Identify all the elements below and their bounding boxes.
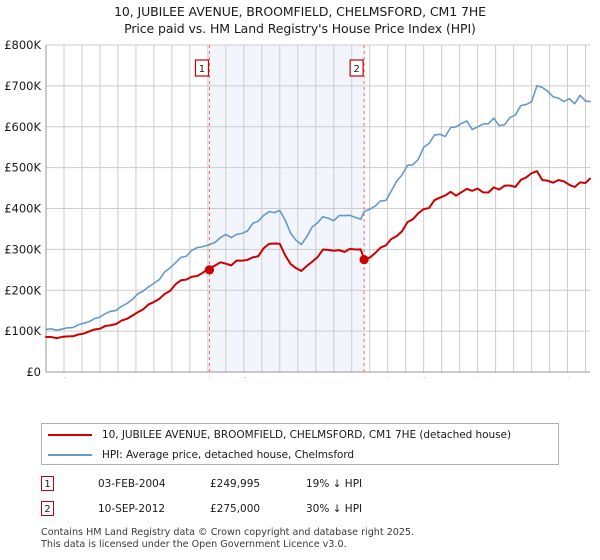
y-axis-tick-label: £700K bbox=[4, 79, 41, 93]
chart-legend: 10, JUBILEE AVENUE, BROOMFIELD, CHELMSFO… bbox=[41, 423, 559, 465]
hpi-average-line bbox=[45, 84, 591, 331]
property-price-line bbox=[45, 170, 591, 340]
y-axis-tick-label: £800K bbox=[4, 38, 41, 52]
transaction-marker-dot bbox=[204, 265, 215, 275]
x-axis-tick-label: 2023 bbox=[543, 377, 557, 378]
x-axis-tick-label: 2010 bbox=[309, 377, 323, 378]
x-axis-tick-label: 2022 bbox=[525, 377, 539, 378]
x-axis-tick-label: 1998 bbox=[93, 377, 107, 378]
table-row: 1 03-FEB-2004 £249,995 19% ↓ HPI bbox=[41, 471, 561, 496]
x-axis-tick-label: 2006 bbox=[237, 377, 251, 378]
transaction-marker-number: 1 bbox=[199, 64, 205, 75]
footer-attribution: Contains HM Land Registry data © Crown c… bbox=[41, 527, 581, 550]
x-axis-tick-label: 2015 bbox=[399, 377, 413, 378]
title-line-1: 10, JUBILEE AVENUE, BROOMFIELD, CHELMSFO… bbox=[114, 4, 486, 19]
x-axis-tick-label: 2011 bbox=[327, 377, 341, 378]
data-series-layer bbox=[45, 84, 591, 340]
transaction-date-2: 10-SEP-2012 bbox=[98, 502, 166, 515]
y-axis-tick-label: £500K bbox=[4, 161, 41, 175]
y-axis-tick-label: £400K bbox=[4, 202, 41, 216]
footer-line-1: Contains HM Land Registry data © Crown c… bbox=[41, 527, 415, 538]
transaction-marker-box bbox=[349, 59, 364, 77]
x-axis-tick-label: 2016 bbox=[417, 377, 431, 378]
y-axis-tick-label: £100K bbox=[4, 324, 41, 338]
x-axis-tick-label: 2009 bbox=[291, 377, 305, 378]
legend-item-hpi: HPI: Average price, detached house, Chel… bbox=[42, 445, 558, 465]
x-axis-tick-label: 1997 bbox=[75, 377, 89, 378]
x-axis-tick-label: 2008 bbox=[273, 377, 287, 378]
y-axis-tick-label: £300K bbox=[4, 242, 41, 256]
x-axis-tick-label: 2002 bbox=[165, 377, 179, 378]
transaction-marker-box bbox=[194, 59, 210, 77]
x-axis-tick-label: 2007 bbox=[255, 377, 269, 378]
transaction-hpi-delta-1: 19% ↓ HPI bbox=[306, 477, 363, 490]
axis-layer bbox=[45, 45, 590, 373]
legend-label-hpi: HPI: Average price, detached house, Chel… bbox=[102, 449, 355, 461]
x-axis-tick-label: 2014 bbox=[381, 377, 395, 378]
legend-item-property: 10, JUBILEE AVENUE, BROOMFIELD, CHELMSFO… bbox=[42, 425, 558, 445]
x-axis-tick-label: 2003 bbox=[183, 377, 197, 378]
x-axis-tick-label: 2000 bbox=[129, 377, 143, 378]
table-row: 2 10-SEP-2012 £275,000 30% ↓ HPI bbox=[41, 496, 561, 521]
transaction-marker-dot bbox=[359, 254, 369, 265]
x-axis-tick-label: 2001 bbox=[147, 377, 161, 378]
x-axis-tick-label: 2021 bbox=[507, 377, 521, 378]
y-axis-tick-label: £200K bbox=[4, 283, 41, 297]
x-axis-tick-label: 1996 bbox=[57, 377, 71, 378]
transaction-price-2: £275,000 bbox=[210, 502, 261, 515]
y-axis-tick-label: £600K bbox=[4, 120, 41, 134]
transaction-badge-2: 2 bbox=[41, 501, 54, 516]
x-axis-tick-label: 1995 bbox=[39, 377, 53, 378]
footer-line-2: This data is licensed under the Open Gov… bbox=[41, 538, 347, 550]
legend-swatch-hpi bbox=[48, 454, 92, 456]
x-axis-tick-label: 2004 bbox=[201, 377, 215, 378]
x-axis-tick-label: 2012 bbox=[345, 377, 359, 378]
transaction-badge-1: 1 bbox=[41, 476, 54, 491]
transaction-hpi-delta-2: 30% ↓ HPI bbox=[306, 502, 363, 515]
x-axis-tick-label: 1999 bbox=[111, 377, 125, 378]
x-axis-tick-labels: 1995 1996 1997 1998 1999 2000 2001 2002 2003 2004… bbox=[39, 377, 593, 378]
x-axis-tick-label: 2024 bbox=[561, 377, 575, 378]
x-axis-tick-label: 2018 bbox=[453, 377, 467, 378]
x-axis-tick-label: 2020 bbox=[489, 377, 503, 378]
y-axis-tick-label: £0 bbox=[26, 365, 41, 378]
transaction-marker-number: 2 bbox=[353, 64, 359, 75]
legend-swatch-property bbox=[48, 434, 92, 436]
x-axis-tick-label: 2025 bbox=[579, 377, 593, 378]
transaction-date-1: 03-FEB-2004 bbox=[98, 477, 166, 490]
x-axis-tick-label: 2019 bbox=[471, 377, 485, 378]
y-axis-tick-labels: £0 £100K £200K £300K £400K £500K £600K £700K £80… bbox=[4, 38, 41, 378]
transaction-price-1: £249,995 bbox=[210, 477, 261, 490]
legend-label-property: 10, JUBILEE AVENUE, BROOMFIELD, CHELMSFO… bbox=[102, 429, 511, 441]
title-line-2: Price paid vs. HM Land Registry's House … bbox=[124, 21, 476, 36]
x-axis-tick-label: 2013 bbox=[363, 377, 377, 378]
transactions-table: 1 03-FEB-2004 £249,995 19% ↓ HPI 2 10-SE… bbox=[41, 471, 561, 521]
x-axis-tick-label: 2005 bbox=[219, 377, 233, 378]
x-axis-tick-label: 2017 bbox=[435, 377, 449, 378]
page-title: 10, JUBILEE AVENUE, BROOMFIELD, CHELMSFO… bbox=[0, 3, 600, 37]
